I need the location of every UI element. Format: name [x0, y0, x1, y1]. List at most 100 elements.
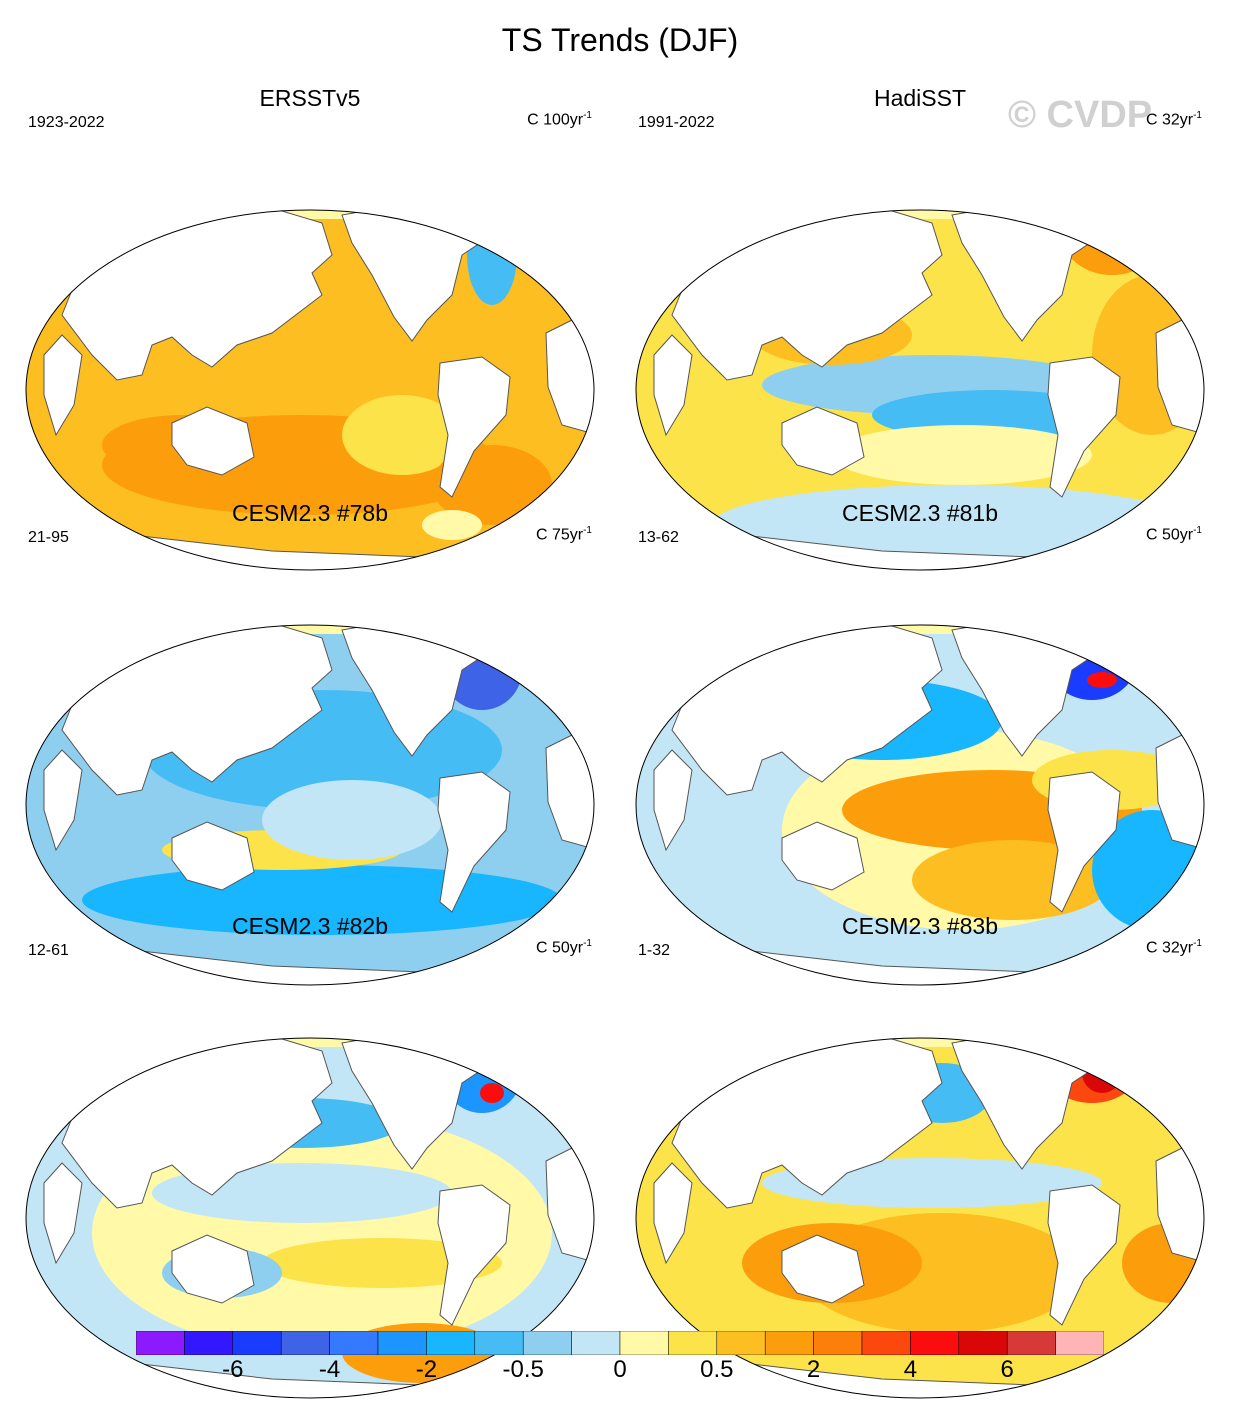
trend-map	[635, 209, 1205, 571]
land-mass	[1047, 356, 1121, 498]
anomaly-region	[832, 425, 1092, 485]
trend-map	[25, 209, 595, 571]
map-border	[25, 209, 595, 571]
arctic-strip	[636, 210, 1204, 219]
land-mass	[61, 1038, 333, 1209]
arctic-strip	[636, 1038, 1204, 1047]
colorbar-swatch	[426, 1331, 476, 1355]
panel-period: 1-32	[638, 942, 671, 959]
colorbar-tick-label: 6	[1000, 1356, 1014, 1383]
arctic-strip	[636, 625, 1204, 634]
colorbar-swatch	[716, 1331, 766, 1355]
panel-units-exponent: -1	[583, 110, 592, 121]
panel-units-exponent: -1	[583, 938, 592, 949]
colorbar-swatch	[474, 1331, 524, 1355]
anomaly-region	[1062, 210, 1162, 275]
colorbar-tick-label: 0.5	[700, 1356, 734, 1383]
land-mass	[1047, 771, 1121, 913]
land-mass	[61, 625, 333, 796]
colorbar-tick-label: 0	[613, 1356, 627, 1383]
map-border	[25, 624, 595, 986]
land-mass	[951, 625, 1103, 757]
land-mass	[1070, 210, 1133, 238]
land-mass	[781, 821, 865, 891]
colorbar-swatch	[813, 1331, 863, 1355]
arctic-strip	[26, 210, 594, 219]
colorbar-swatch	[861, 1331, 911, 1355]
colorbar-swatch	[764, 1331, 814, 1355]
panel-units: C 32yr-1	[1145, 938, 1202, 957]
land-mass	[171, 821, 255, 891]
colorbar-tick-labels: -6 -4 -2 -0.5 0 0.5 2 4 6	[136, 1356, 1104, 1386]
colorbar-swatch	[1006, 1331, 1056, 1355]
map-panel: CESM2.3 #83b 1-32 C 32yr-1	[620, 913, 1220, 1399]
map-border	[635, 1037, 1205, 1399]
map-panel: ERSSTv5 1923-2022 C 100yr-1	[10, 85, 610, 571]
panel-period: 13-62	[638, 529, 679, 546]
colorbar-swatch	[910, 1331, 960, 1355]
colorbar	[136, 1331, 1104, 1355]
land-mass	[437, 1184, 511, 1326]
anomaly-region	[467, 210, 517, 305]
land-mass	[171, 1234, 255, 1304]
land-mass	[951, 1038, 1103, 1170]
land-mass	[671, 210, 943, 381]
colorbar-swatch	[184, 1331, 234, 1355]
land-mass	[653, 749, 693, 852]
land-mass	[653, 1162, 693, 1265]
land-mass	[460, 625, 523, 653]
map-border	[635, 209, 1205, 571]
colorbar-tick-label: -6	[222, 1356, 244, 1383]
watermark: © CVDP	[1008, 94, 1153, 136]
panel-title: HadiSST	[873, 85, 967, 111]
map-border	[25, 1037, 595, 1399]
arctic-strip	[26, 1038, 594, 1047]
map-panel: CESM2.3 #78b 21-95 C 75yr-1	[10, 500, 610, 986]
land-mass	[171, 406, 255, 476]
panel-units-exponent: -1	[1193, 110, 1202, 121]
panel-units: C 50yr-1	[1145, 525, 1202, 544]
panel-title: CESM2.3 #81b	[842, 500, 998, 526]
colorbar-swatch	[377, 1331, 427, 1355]
land-mass	[1070, 1038, 1133, 1066]
land-mass	[341, 1038, 493, 1170]
panel-units-exponent: -1	[1193, 938, 1202, 949]
trend-map	[635, 624, 1205, 986]
panel-units-exponent: -1	[1193, 525, 1202, 536]
land-mass	[653, 334, 693, 437]
panel-units: C 32yr-1	[1145, 110, 1202, 129]
panel-title: CESM2.3 #83b	[842, 913, 998, 939]
land-mass	[951, 210, 1103, 342]
land-mass	[781, 406, 865, 476]
anomaly-region	[422, 510, 482, 540]
panel-title: CESM2.3 #82b	[232, 913, 388, 939]
panel-title: CESM2.3 #78b	[232, 500, 388, 526]
land-mass	[671, 625, 943, 796]
land-mass	[671, 1038, 943, 1209]
land-mass	[460, 210, 523, 238]
land-mass	[437, 771, 511, 913]
land-mass	[437, 356, 511, 498]
trend-map	[25, 624, 595, 986]
colorbar-tick-label: 4	[903, 1356, 918, 1383]
colorbar-swatch	[571, 1331, 621, 1355]
land-mass	[1070, 625, 1133, 653]
panel-units: C 100yr-1	[527, 110, 592, 129]
anomaly-region	[342, 395, 462, 475]
map-panel: HadiSST 1991-2022 C 32yr-1	[620, 85, 1220, 571]
colorbar-tick-label: -2	[415, 1356, 438, 1383]
arctic-strip	[26, 625, 594, 634]
colorbar-swatch	[136, 1331, 185, 1355]
land-mass	[61, 210, 333, 381]
colorbar-swatch	[668, 1331, 718, 1355]
panel-units: C 50yr-1	[535, 938, 592, 957]
land-mass	[341, 210, 493, 342]
colorbar-swatch	[1055, 1331, 1104, 1355]
land-mass	[43, 1162, 83, 1265]
anomaly-region	[262, 1238, 502, 1288]
panel-period: 1923-2022	[28, 114, 105, 131]
map-border	[635, 624, 1205, 986]
panel-units: C 75yr-1	[535, 525, 592, 544]
land-mass	[1047, 1184, 1121, 1326]
land-mass	[43, 749, 83, 852]
